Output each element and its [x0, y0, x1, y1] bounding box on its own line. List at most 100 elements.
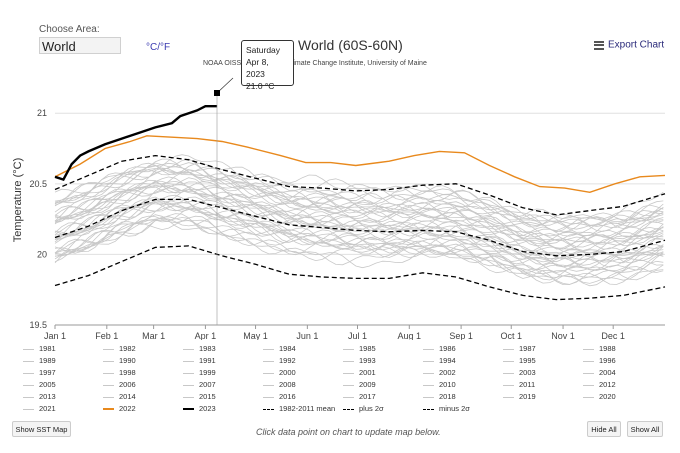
legend-item-1997[interactable]: 1997	[23, 368, 56, 377]
legend-swatch	[583, 360, 594, 362]
x-tick-label: Jul 1	[348, 331, 367, 340]
x-tick-label: Aug 1	[398, 331, 422, 340]
legend-item-1984[interactable]: 1984	[263, 344, 296, 353]
legend-item-minus-2-[interactable]: minus 2σ	[423, 404, 470, 413]
x-tick-label: Apr 1	[195, 331, 217, 340]
legend-item-1983[interactable]: 1983	[183, 344, 216, 353]
legend-item-1995[interactable]: 1995	[503, 356, 536, 365]
series-line-2007[interactable]	[54, 180, 664, 251]
legend-swatch	[103, 372, 114, 374]
legend-item-2021[interactable]: 2021	[23, 404, 56, 413]
series-line-minus-2-[interactable]	[54, 245, 666, 301]
legend-item-1994[interactable]: 1994	[423, 356, 456, 365]
legend-swatch	[423, 408, 434, 410]
legend-item-1991[interactable]: 1991	[183, 356, 216, 365]
legend-item-2015[interactable]: 2015	[183, 392, 216, 401]
legend-item-2018[interactable]: 2018	[423, 392, 456, 401]
series-line-2017[interactable]	[54, 166, 664, 232]
series-line-1982[interactable]	[54, 213, 664, 286]
legend-item-1985[interactable]: 1985	[343, 344, 376, 353]
legend-item-2005[interactable]: 2005	[23, 380, 56, 389]
legend-item-1992[interactable]: 1992	[263, 356, 296, 365]
legend-item-2009[interactable]: 2009	[343, 380, 376, 389]
unit-toggle-button[interactable]: °C/°F	[146, 42, 171, 53]
series-line-2022[interactable]	[54, 135, 666, 194]
series-line-1995[interactable]	[54, 202, 664, 268]
legend-swatch	[183, 372, 194, 374]
series-line-1982-2011-mean[interactable]	[54, 198, 666, 257]
chart-subtitle: NOAA OISST mate Office, Climate Change I…	[203, 60, 427, 67]
legend-item-2011[interactable]: 2011	[503, 380, 535, 389]
series-line-2018[interactable]	[54, 162, 664, 233]
legend-item-2013[interactable]: 2013	[23, 392, 56, 401]
legend-swatch	[343, 348, 354, 350]
series-line-2008[interactable]	[54, 180, 664, 250]
legend-item-1986[interactable]: 1986	[423, 344, 456, 353]
series-line-2021[interactable]	[54, 154, 664, 222]
legend-item-2008[interactable]: 2008	[263, 380, 296, 389]
series-line-2011[interactable]	[54, 167, 664, 237]
legend-item-2014[interactable]: 2014	[103, 392, 136, 401]
legend-label: 2018	[439, 392, 456, 401]
legend-item-2017[interactable]: 2017	[343, 392, 376, 401]
series-line-plus-2-[interactable]	[54, 154, 666, 216]
show-sst-map-button[interactable]: Show SST Map	[12, 421, 71, 437]
area-select[interactable]: World	[39, 37, 121, 54]
series-line-2013[interactable]	[54, 165, 664, 227]
legend-item-2001[interactable]: 2001	[343, 368, 376, 377]
legend-item-2020[interactable]: 2020	[583, 392, 616, 401]
legend-item-2019[interactable]: 2019	[503, 392, 536, 401]
legend-swatch	[23, 396, 34, 398]
legend-label: 2012	[599, 380, 616, 389]
legend-label: 1982-2011 mean	[279, 404, 336, 413]
legend-item-2003[interactable]: 2003	[503, 368, 536, 377]
series-line-1994[interactable]	[54, 196, 664, 265]
legend-item-1998[interactable]: 1998	[103, 368, 136, 377]
legend-item-2002[interactable]: 2002	[423, 368, 456, 377]
series-line-2015[interactable]	[54, 158, 664, 232]
legend-item-1996[interactable]: 1996	[583, 356, 616, 365]
hide-all-button[interactable]: Hide All	[587, 421, 621, 437]
legend-item-2010[interactable]: 2010	[423, 380, 456, 389]
legend-item-2016[interactable]: 2016	[263, 392, 296, 401]
legend-label: 1984	[279, 344, 296, 353]
legend-item-1990[interactable]: 1990	[103, 356, 136, 365]
legend-item-1989[interactable]: 1989	[23, 356, 56, 365]
legend-item-plus-2-[interactable]: plus 2σ	[343, 404, 384, 413]
legend-item-2007[interactable]: 2007	[183, 380, 216, 389]
legend-swatch	[23, 348, 34, 350]
legend-item-1999[interactable]: 1999	[183, 368, 216, 377]
legend-item-2006[interactable]: 2006	[103, 380, 136, 389]
legend-item-2023[interactable]: 2023	[183, 404, 216, 413]
legend-item-1982-2011-mean[interactable]: 1982-2011 mean	[263, 404, 335, 413]
legend-swatch	[23, 372, 34, 374]
export-chart-button[interactable]: Export Chart	[594, 39, 664, 51]
chart-canvas[interactable]: 21 20.5 20 19.5 Jan 1 Feb 1 Mar 1 Apr 1 May 1 Ju…	[0, 0, 680, 340]
legend-swatch	[503, 396, 514, 398]
legend-item-1987[interactable]: 1987	[503, 344, 536, 353]
legend-item-2004[interactable]: 2004	[583, 368, 616, 377]
legend-item-1988[interactable]: 1988	[583, 344, 616, 353]
series-line-1992[interactable]	[54, 196, 664, 266]
legend-item-2022[interactable]: 2022	[103, 404, 136, 413]
series-line-1999[interactable]	[54, 189, 664, 256]
legend-item-2000[interactable]: 2000	[263, 368, 296, 377]
legend-swatch	[183, 348, 194, 350]
x-tick-label: Jan 1	[44, 331, 66, 340]
series-line-2023[interactable]	[54, 105, 218, 182]
show-all-button[interactable]: Show All	[627, 421, 663, 437]
y-axis-label: Temperature (°C)	[12, 158, 24, 242]
legend-swatch	[183, 408, 194, 411]
legend-label: 2009	[359, 380, 376, 389]
legend-item-1982[interactable]: 1982	[103, 344, 136, 353]
legend-label: 1983	[199, 344, 216, 353]
legend-item-1993[interactable]: 1993	[343, 356, 376, 365]
legend-label: 2017	[359, 392, 376, 401]
series-line-1988[interactable]	[54, 207, 664, 273]
tooltip-marker[interactable]	[214, 90, 220, 96]
legend-swatch	[263, 396, 274, 398]
series-line-2000[interactable]	[54, 184, 664, 255]
legend-item-2012[interactable]: 2012	[583, 380, 616, 389]
legend-item-1981[interactable]: 1981	[23, 344, 56, 353]
legend-label: 2007	[199, 380, 216, 389]
